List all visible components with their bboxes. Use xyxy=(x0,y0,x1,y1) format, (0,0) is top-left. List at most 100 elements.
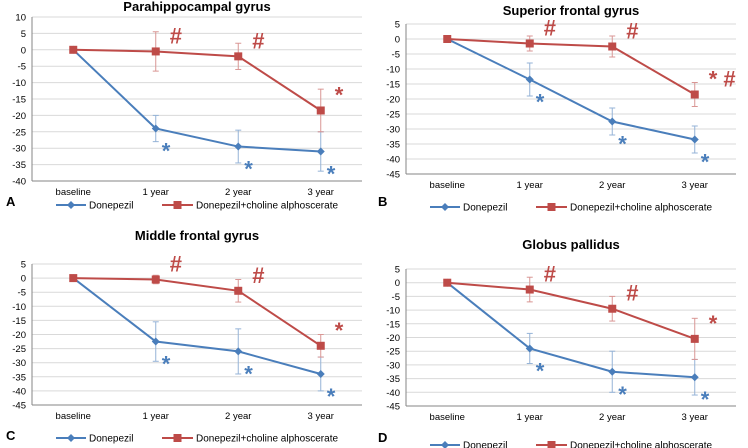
y-tick-label: -5 xyxy=(18,288,26,299)
y-tick-label: -40 xyxy=(12,177,26,188)
y-tick-label: 5 xyxy=(395,20,400,31)
y-tick-label: -15 xyxy=(12,95,26,106)
significance-marker: * xyxy=(335,82,344,107)
y-tick-label: -10 xyxy=(386,306,400,317)
y-tick-label: -20 xyxy=(386,95,400,106)
chart-panel-b: Superior frontal gyrus 5 0 -5 -10 -15 -20 -25 -3… xyxy=(378,3,736,214)
data-point xyxy=(151,124,160,133)
legend-label: Donepezil xyxy=(89,201,133,212)
data-point xyxy=(151,337,160,346)
legend-marker xyxy=(67,434,75,442)
data-point xyxy=(608,367,617,376)
x-tick-label: 3 year xyxy=(308,187,334,198)
data-point xyxy=(234,347,243,356)
y-tick-label: -15 xyxy=(386,319,400,330)
x-tick-label: 2 year xyxy=(599,180,625,191)
series-line xyxy=(73,277,322,347)
legend: Donepezil Donepezil+choline alphoscerate xyxy=(430,441,712,448)
panel-letter: B xyxy=(378,194,387,209)
significance-marker: # xyxy=(170,23,182,48)
x-tick-label: 2 year xyxy=(225,187,251,198)
y-tick-label: -40 xyxy=(386,388,400,399)
x-tick-label: 2 year xyxy=(225,411,251,422)
significance-marker: * xyxy=(162,139,171,164)
legend-label: Donepezil+choline alphoscerate xyxy=(196,434,338,445)
panel-letter: C xyxy=(6,428,16,443)
legend-label: Donepezil xyxy=(463,203,507,214)
x-tick-label: 1 year xyxy=(143,411,169,422)
significance-marker: * xyxy=(701,387,710,412)
legend: Donepezil Donepezil+choline alphoscerate xyxy=(56,201,338,212)
legend-label: Donepezil+choline alphoscerate xyxy=(196,201,338,212)
y-tick-label: 0 xyxy=(395,35,400,46)
legend-marker xyxy=(441,441,449,448)
y-tick-label: -45 xyxy=(386,402,400,413)
y-tick-label: -20 xyxy=(386,333,400,344)
series-line xyxy=(72,49,321,153)
data-point xyxy=(69,45,78,54)
significance-marker: * xyxy=(618,382,627,407)
significance-marker: # xyxy=(170,252,182,277)
y-tick-label: 0 xyxy=(21,274,26,285)
significance-marker: * xyxy=(618,132,627,157)
y-tick-label: 10 xyxy=(15,13,26,24)
x-tick-label: 3 year xyxy=(682,412,708,423)
significance-marker: * xyxy=(701,150,710,175)
significance-marker: * xyxy=(327,161,336,186)
y-tick-label: -20 xyxy=(12,111,26,122)
y-tick-label: -35 xyxy=(12,372,26,383)
significance-marker: * xyxy=(536,358,545,383)
y-tick-label: -35 xyxy=(12,160,26,171)
y-tick-label: -10 xyxy=(12,302,26,313)
significance-marker: # xyxy=(544,16,556,41)
legend-marker xyxy=(173,201,182,209)
y-tick-label: -25 xyxy=(12,344,26,355)
data-point xyxy=(690,373,699,382)
y-tick-label: -30 xyxy=(386,125,400,136)
data-point xyxy=(608,304,617,313)
y-tick-label: -30 xyxy=(12,358,26,369)
y-tick-label: -35 xyxy=(386,374,400,385)
significance-marker: * xyxy=(709,311,718,336)
y-tick-label: 5 xyxy=(395,265,400,276)
data-point xyxy=(525,285,534,294)
data-point xyxy=(525,344,534,353)
data-point xyxy=(151,275,160,284)
y-tick-label: 5 xyxy=(21,260,26,271)
data-point xyxy=(443,278,452,287)
y-tick-label: 0 xyxy=(21,45,26,56)
x-tick-label: 1 year xyxy=(517,180,543,191)
y-tick-label: -25 xyxy=(386,110,400,121)
data-point xyxy=(690,90,699,99)
chart-panel-d: Globus pallidus 5 0 -5 -10 -15 -20 -25 -30 -35 -40… xyxy=(378,237,736,448)
data-point xyxy=(690,334,699,343)
data-point xyxy=(525,75,534,84)
chart-title: Superior frontal gyrus xyxy=(503,3,640,18)
legend: Donepezil Donepezil+choline alphoscerate xyxy=(430,203,712,214)
y-tick-label: -25 xyxy=(12,127,26,138)
y-tick-label: -5 xyxy=(18,62,26,73)
y-tick-label: -5 xyxy=(392,50,400,61)
significance-marker: * xyxy=(244,361,253,386)
significance-marker: * xyxy=(536,90,545,115)
y-tick-label: -15 xyxy=(12,316,26,327)
legend-label: Donepezil+choline alphoscerate xyxy=(570,441,712,448)
panel-letter: D xyxy=(378,430,387,445)
data-point xyxy=(234,142,243,151)
chart-title: Parahippocampal gyrus xyxy=(123,0,270,14)
chart-title: Globus pallidus xyxy=(522,237,620,252)
series-line xyxy=(446,38,695,141)
series-line xyxy=(446,281,695,379)
data-point xyxy=(234,52,243,61)
y-tick-label: -10 xyxy=(386,65,400,76)
data-point xyxy=(525,39,534,48)
x-tick-label: baseline xyxy=(430,412,465,423)
legend-marker xyxy=(547,203,556,211)
y-tick-label: -30 xyxy=(12,144,26,155)
data-point xyxy=(443,35,452,43)
data-point xyxy=(608,117,617,126)
x-tick-label: baseline xyxy=(430,180,465,191)
data-point xyxy=(316,341,325,350)
significance-marker: # xyxy=(252,263,264,288)
